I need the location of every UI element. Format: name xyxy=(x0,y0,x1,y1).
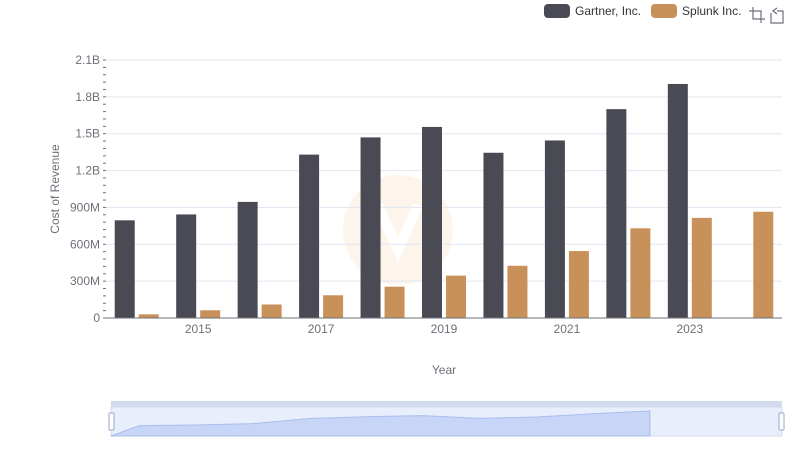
x-tick-label: 2021 xyxy=(554,322,581,336)
x-tick-label: 2015 xyxy=(185,322,212,336)
legend-swatch-gartner xyxy=(544,4,570,18)
bar-gartner-2020[interactable] xyxy=(483,152,504,318)
x-axis-ticks: 2015 2017 2019 2021 2023 xyxy=(185,322,704,336)
bar-gartner-2015[interactable] xyxy=(176,214,197,318)
y-minor-ticks xyxy=(103,59,106,319)
x-tick-label: 2023 xyxy=(676,322,703,336)
zoom-preview-area xyxy=(110,410,651,437)
bar-gartner-2023[interactable] xyxy=(667,83,688,318)
x-axis-label: Year xyxy=(432,363,456,377)
zoom-move-handle[interactable] xyxy=(111,401,782,407)
bar-gartner-2014[interactable] xyxy=(114,220,135,318)
legend-item-gartner[interactable]: Gartner, Inc. xyxy=(544,4,641,18)
y-axis-ticks: 0 300M 600M 900M 1.2B 1.5B 1.8B 2.1B xyxy=(70,53,100,325)
bar-splunk-2015[interactable] xyxy=(200,310,221,318)
zoom-reset-icon[interactable] xyxy=(768,6,786,24)
bar-gartner-2022[interactable] xyxy=(606,109,627,319)
bar-gartner-2021[interactable] xyxy=(544,140,565,318)
zoom-handle-left[interactable] xyxy=(108,412,115,431)
bar-splunk-2020[interactable] xyxy=(507,265,528,318)
bar-splunk-2023[interactable] xyxy=(691,217,712,318)
y-axis-label: Cost of Revenue xyxy=(48,144,62,234)
legend-label-gartner: Gartner, Inc. xyxy=(575,4,642,18)
y-tick-label: 1.5B xyxy=(75,127,100,141)
bar-splunk-2018[interactable] xyxy=(384,286,405,318)
y-tick-label: 900M xyxy=(70,200,100,214)
bar-gartner-2017[interactable] xyxy=(299,154,320,318)
y-tick-label: 0 xyxy=(93,311,100,325)
bar-splunk-2017[interactable] xyxy=(323,295,344,318)
x-tick-label: 2017 xyxy=(308,322,335,336)
bar-gartner-2018[interactable] xyxy=(360,137,381,318)
y-tick-label: 2.1B xyxy=(75,53,100,67)
legend-swatch-splunk xyxy=(651,4,678,18)
bar-splunk-2019[interactable] xyxy=(446,275,466,318)
legend-label-splunk: Splunk Inc. xyxy=(682,4,742,18)
zoom-select-icon[interactable] xyxy=(748,6,766,24)
bar-splunk-2021[interactable] xyxy=(568,251,589,318)
bar-splunk-2022[interactable] xyxy=(630,228,651,318)
chart-toolbar xyxy=(746,6,786,24)
zoom-handle-right[interactable] xyxy=(778,412,785,431)
bar-splunk-2016[interactable] xyxy=(261,304,282,318)
y-tick-label: 1.8B xyxy=(75,90,100,104)
bar-splunk-2024[interactable] xyxy=(753,211,774,318)
legend-item-splunk[interactable]: Splunk Inc. xyxy=(651,4,741,18)
x-tick-label: 2019 xyxy=(431,322,458,336)
bars xyxy=(114,83,774,319)
chart-legend: Gartner, Inc. Splunk Inc. xyxy=(544,4,751,18)
y-tick-label: 300M xyxy=(70,274,100,288)
bar-splunk-2014[interactable] xyxy=(138,314,159,318)
y-tick-label: 600M xyxy=(70,237,100,251)
y-tick-label: 1.2B xyxy=(75,164,100,178)
bar-gartner-2019[interactable] xyxy=(422,126,442,318)
bar-gartner-2016[interactable] xyxy=(237,201,258,318)
data-zoom-slider[interactable] xyxy=(108,401,785,437)
